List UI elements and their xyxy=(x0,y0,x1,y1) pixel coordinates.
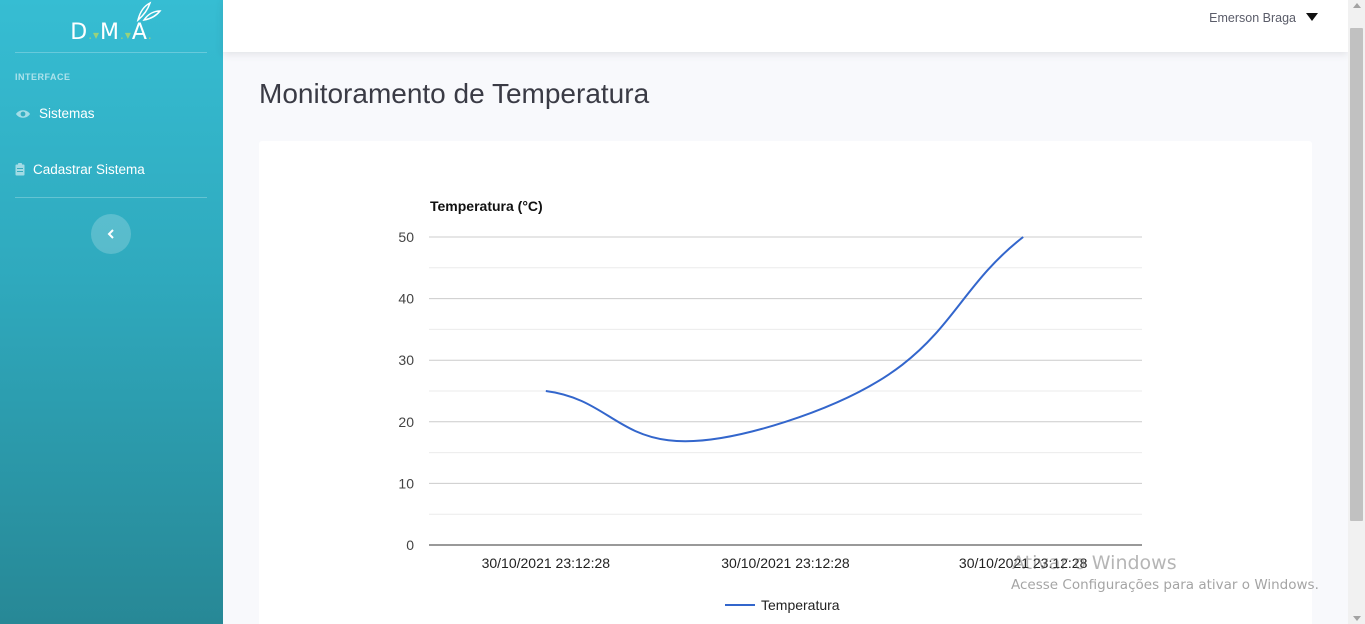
clipboard-icon xyxy=(15,163,25,177)
y-tick-label: 0 xyxy=(406,537,414,553)
brand-logo[interactable]: D.▾M.▾A. xyxy=(0,0,223,52)
sidebar-item-label: Cadastrar Sistema xyxy=(33,162,145,177)
sidebar-item-cadastrar-sistema[interactable]: Cadastrar Sistema xyxy=(15,162,145,177)
sidebar-toggle-button[interactable] xyxy=(91,214,131,254)
temperature-chart: 0 10 20 30 40 50 Temperatura (°C) 30/10/2021 23… xyxy=(398,198,1142,613)
windows-activation-subtitle: Acesse Configurações para ativar o Windo… xyxy=(1011,577,1319,593)
y-tick-label: 30 xyxy=(398,352,414,368)
x-tick-label: 30/10/2021 23:12:28 xyxy=(482,555,611,571)
windows-activation-title: Ativar o Windows xyxy=(1012,552,1177,574)
caret-down-icon[interactable] xyxy=(1306,13,1318,21)
scroll-up-icon[interactable] xyxy=(1353,3,1361,8)
scrollbar-thumb[interactable] xyxy=(1350,28,1363,521)
sidebar: D.▾M.▾A. INTERFACE Sistemas Cadastrar Si… xyxy=(0,0,223,624)
sidebar-heading: INTERFACE xyxy=(15,72,71,82)
sidebar-item-sistemas[interactable]: Sistemas xyxy=(15,106,95,121)
y-tick-label: 40 xyxy=(398,291,414,307)
chart-card: 0 10 20 30 40 50 Temperatura (°C) 30/10/2021 23… xyxy=(259,141,1312,624)
series-line-temperatura xyxy=(545,236,1024,443)
brand-text: D.▾M.▾A. xyxy=(70,19,153,45)
legend-label: Temperatura xyxy=(761,597,840,613)
user-name[interactable]: Emerson Braga xyxy=(1209,11,1296,25)
chevron-left-icon xyxy=(107,229,114,239)
scroll-down-icon[interactable] xyxy=(1353,616,1361,621)
sidebar-divider xyxy=(15,52,207,53)
eye-icon xyxy=(15,107,31,121)
y-tick-label: 50 xyxy=(398,229,414,245)
sidebar-item-label: Sistemas xyxy=(39,106,95,121)
leaf-icon xyxy=(136,1,162,22)
x-tick-label: 30/10/2021 23:12:28 xyxy=(959,555,1088,571)
y-tick-label: 10 xyxy=(398,475,414,491)
page-title: Monitoramento de Temperatura xyxy=(259,78,650,109)
y-tick-label: 20 xyxy=(398,414,414,430)
y-axis-label: Temperatura (°C) xyxy=(430,198,543,214)
sidebar-divider xyxy=(15,197,207,198)
x-tick-label: 30/10/2021 23:12:28 xyxy=(721,555,850,571)
topbar: Emerson Braga xyxy=(223,0,1348,52)
vertical-scrollbar[interactable] xyxy=(1348,0,1365,624)
